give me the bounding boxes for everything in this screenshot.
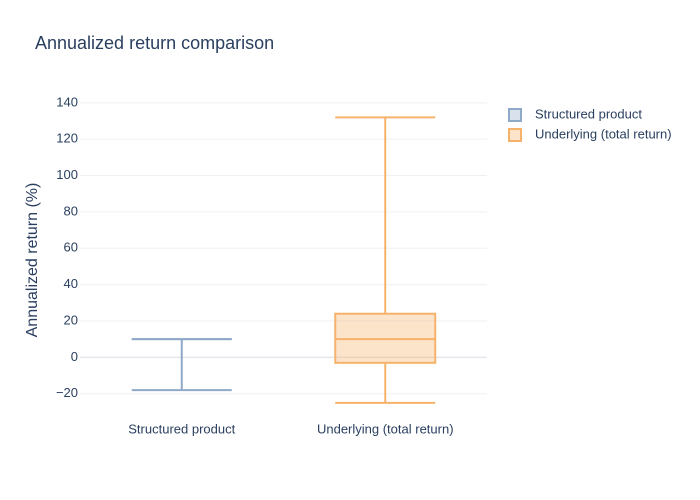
y-tick-label: 20: [64, 312, 78, 327]
chart-title: Annualized return comparison: [35, 33, 274, 53]
y-tick-label: 40: [64, 276, 78, 291]
legend-swatch: [508, 128, 522, 142]
y-tick-label: 120: [56, 131, 78, 146]
y-tick-label: 80: [64, 203, 78, 218]
legend-label: Structured product: [535, 106, 642, 121]
x-tick-label: Underlying (total return): [317, 421, 454, 436]
legend-swatch: [508, 108, 522, 122]
legend-label: Underlying (total return): [535, 126, 672, 141]
y-tick-label: 140: [56, 94, 78, 109]
y-axis-title: Annualized return (%): [24, 183, 41, 338]
y-tick-label: 60: [64, 240, 78, 255]
y-tick-label: 0: [71, 349, 78, 364]
y-tick-label: −20: [56, 385, 78, 400]
x-tick-label: Structured product: [128, 421, 235, 436]
y-tick-label: 100: [56, 167, 78, 182]
